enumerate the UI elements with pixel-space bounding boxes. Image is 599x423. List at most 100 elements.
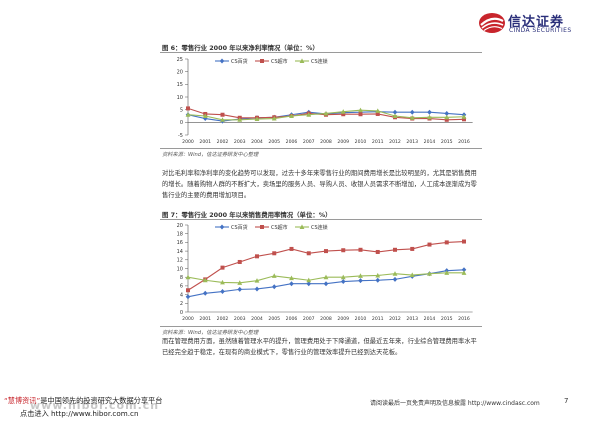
y-tick-label: 6 bbox=[180, 284, 183, 290]
data-point bbox=[427, 271, 432, 276]
data-point bbox=[289, 281, 294, 287]
data-point bbox=[255, 254, 259, 259]
legend-label: CS连锁 bbox=[311, 58, 328, 65]
y-tick-label: 10 bbox=[177, 95, 183, 101]
x-tick-label: 2015 bbox=[441, 316, 453, 322]
data-point bbox=[271, 273, 277, 278]
figure6-title: 图 6：零售行业 2000 年以来净利率情况（单位：%） bbox=[162, 44, 319, 52]
data-point bbox=[254, 286, 260, 292]
data-point bbox=[393, 247, 397, 252]
data-point bbox=[358, 112, 363, 117]
data-point bbox=[202, 290, 208, 296]
legend-marker bbox=[299, 58, 305, 63]
data-point bbox=[444, 114, 450, 120]
x-tick-label: 2015 bbox=[441, 139, 453, 145]
legend-marker bbox=[260, 59, 264, 63]
x-tick-label: 2006 bbox=[286, 316, 298, 322]
x-tick-label: 2007 bbox=[303, 316, 315, 322]
data-point bbox=[324, 249, 328, 254]
y-tick-label: 0 bbox=[180, 310, 183, 316]
legend-label: CS连锁 bbox=[311, 224, 328, 231]
data-point bbox=[409, 115, 415, 120]
data-point bbox=[323, 274, 329, 280]
data-point bbox=[185, 112, 191, 117]
x-tick-label: 2002 bbox=[217, 139, 229, 145]
y-tick-label: 20 bbox=[177, 223, 183, 229]
data-point bbox=[254, 116, 260, 122]
data-point bbox=[202, 113, 208, 118]
watermark-link[interactable]: 点击进入 http://www.hibor.com.cn bbox=[20, 409, 139, 418]
data-point bbox=[220, 279, 225, 285]
legend-marker bbox=[260, 225, 264, 229]
x-tick-label: 2014 bbox=[424, 139, 436, 145]
data-point bbox=[185, 274, 191, 280]
data-point bbox=[392, 276, 398, 282]
data-point bbox=[427, 109, 432, 115]
net-margin-chart: -5 0 5 10 15 20 25 2000 2001 2002 2003 2004 2005 2006… bbox=[177, 57, 473, 145]
data-point bbox=[444, 117, 449, 122]
x-tick-label: 2013 bbox=[406, 139, 418, 145]
data-point bbox=[409, 272, 415, 278]
x-tick-label: 2007 bbox=[303, 139, 315, 145]
x-tick-label: 2005 bbox=[268, 316, 280, 322]
paragraph-management: 而在管理费用方面，虽然随着管理水平的提升，管理费用处于下降通道，但最近五年来，行… bbox=[162, 338, 477, 356]
data-point bbox=[202, 116, 208, 122]
data-point bbox=[358, 107, 363, 113]
y-tick-label: 4 bbox=[180, 292, 183, 298]
y-tick-label: 18 bbox=[177, 232, 183, 238]
x-tick-label: 2009 bbox=[337, 139, 349, 145]
data-point bbox=[444, 270, 450, 275]
data-point bbox=[271, 284, 277, 290]
figure6-top-rule bbox=[160, 52, 482, 53]
watermark-line1: “慧博资讯”是中国领先的投资研究大数据分享平台 bbox=[4, 396, 162, 406]
data-point bbox=[289, 246, 294, 251]
y-tick-label: -5 bbox=[178, 133, 183, 139]
data-point bbox=[392, 113, 398, 118]
y-tick-label: 12 bbox=[177, 258, 183, 264]
data-point bbox=[444, 240, 449, 245]
watermark-tagline: 是中国领先的投资研究大数据分享平台 bbox=[40, 396, 163, 405]
data-point bbox=[340, 109, 346, 114]
y-tick-label: 10 bbox=[177, 266, 183, 272]
y-tick-label: 16 bbox=[177, 240, 183, 246]
data-point bbox=[461, 267, 467, 273]
y-tick-label: 5 bbox=[180, 107, 183, 113]
paragraph-expenses: 对比毛利率和净利率的变化趋势可以发现，过去十多年来零售行业的期间费用增长是比较明… bbox=[162, 170, 477, 199]
figure7-top-rule bbox=[160, 219, 482, 220]
data-point bbox=[392, 109, 398, 115]
x-tick-label: 2000 bbox=[182, 316, 194, 322]
legend-marker bbox=[219, 58, 225, 64]
x-tick-label: 2012 bbox=[389, 316, 401, 322]
data-point bbox=[375, 272, 381, 278]
data-point bbox=[220, 265, 225, 270]
x-tick-label: 2002 bbox=[217, 316, 229, 322]
data-point bbox=[392, 271, 398, 276]
watermark-brand: “慧博资讯” bbox=[4, 396, 41, 405]
legend-marker bbox=[299, 224, 305, 229]
data-point bbox=[220, 112, 225, 117]
data-point bbox=[237, 117, 243, 122]
data-point bbox=[289, 275, 294, 281]
y-tick-label: 25 bbox=[177, 57, 183, 63]
data-point bbox=[323, 110, 329, 116]
data-point bbox=[375, 108, 381, 113]
y-tick-label: 20 bbox=[177, 69, 183, 75]
data-point bbox=[375, 249, 380, 254]
x-tick-label: 2001 bbox=[199, 316, 211, 322]
data-point bbox=[358, 273, 363, 278]
page-number: 7 bbox=[564, 397, 569, 405]
logo-chinese-text: 信达证券 bbox=[508, 15, 565, 30]
data-point bbox=[462, 117, 466, 122]
legend-label: CS超市 bbox=[271, 224, 288, 231]
data-point bbox=[375, 111, 380, 116]
data-point bbox=[410, 246, 415, 251]
footer-disclaimer: 请阅读最后一页免责声明及信息披露 http://www.cindasc.com bbox=[370, 400, 540, 407]
x-tick-label: 2006 bbox=[286, 139, 298, 145]
data-point bbox=[462, 239, 466, 244]
data-point bbox=[289, 113, 294, 118]
figure7-source: 资料来源：Wind，信达证券研发中心整理 bbox=[162, 330, 259, 336]
data-point bbox=[237, 286, 243, 292]
data-point bbox=[340, 279, 346, 285]
data-point bbox=[427, 242, 432, 247]
figure6-bottom-rule bbox=[160, 148, 482, 149]
